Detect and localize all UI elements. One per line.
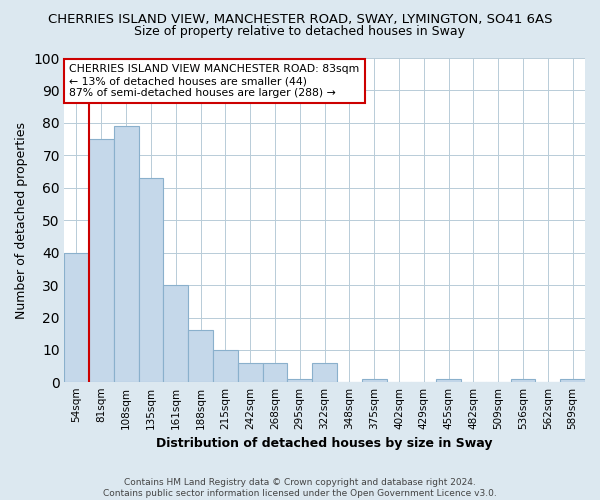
Bar	[436, 379, 461, 382]
Text: Size of property relative to detached houses in Sway: Size of property relative to detached ho…	[134, 25, 466, 38]
Bar	[511, 379, 535, 382]
Bar	[163, 285, 188, 382]
Text: CHERRIES ISLAND VIEW MANCHESTER ROAD: 83sqm
← 13% of detached houses are smaller: CHERRIES ISLAND VIEW MANCHESTER ROAD: 83…	[70, 64, 359, 98]
Bar	[188, 330, 213, 382]
Bar	[263, 363, 287, 382]
Bar	[114, 126, 139, 382]
Bar	[89, 139, 114, 382]
Bar	[312, 363, 337, 382]
Text: CHERRIES ISLAND VIEW, MANCHESTER ROAD, SWAY, LYMINGTON, SO41 6AS: CHERRIES ISLAND VIEW, MANCHESTER ROAD, S…	[48, 12, 552, 26]
Bar	[362, 379, 386, 382]
Bar	[213, 350, 238, 382]
Text: Contains HM Land Registry data © Crown copyright and database right 2024.
Contai: Contains HM Land Registry data © Crown c…	[103, 478, 497, 498]
Y-axis label: Number of detached properties: Number of detached properties	[15, 122, 28, 318]
Bar	[238, 363, 263, 382]
Bar	[64, 252, 89, 382]
X-axis label: Distribution of detached houses by size in Sway: Distribution of detached houses by size …	[156, 437, 493, 450]
Bar	[287, 379, 312, 382]
Bar	[560, 379, 585, 382]
Bar	[139, 178, 163, 382]
